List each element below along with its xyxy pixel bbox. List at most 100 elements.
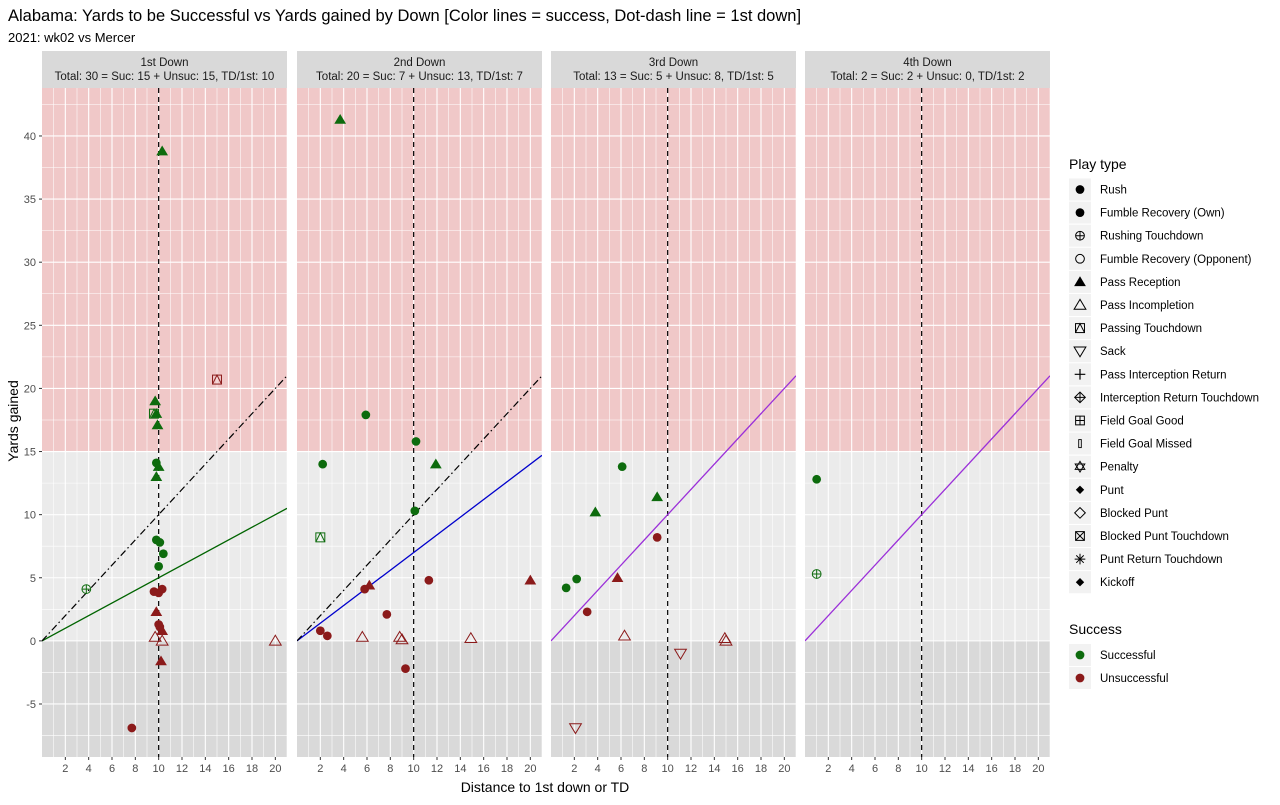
legend-item: Field Goal Good xyxy=(1069,409,1184,432)
legend-item: Penalty xyxy=(1069,455,1139,478)
data-point-shape xyxy=(322,631,332,641)
x-tick-label: 16 xyxy=(986,763,998,775)
x-tick-label: 14 xyxy=(199,763,211,775)
legend-key-icon-cross xyxy=(1074,392,1086,403)
legend-key-icon xyxy=(1073,346,1087,358)
x-tick-label: 20 xyxy=(269,763,281,775)
data-point-shape xyxy=(719,634,733,646)
data-point-shape xyxy=(154,562,164,571)
data-point xyxy=(395,633,409,645)
panel-4: 4th Down Total: 2 = Suc: 2 + Unsuc: 0, TD… xyxy=(805,51,1051,775)
legend-label: Kickoff xyxy=(1100,577,1135,589)
x-tick-label: 12 xyxy=(176,763,188,775)
legend-item: Pass Interception Return xyxy=(1069,363,1227,386)
legend-key-icon xyxy=(1075,578,1085,587)
y-tick-label: 40 xyxy=(24,131,36,143)
data-point-shape xyxy=(673,648,688,661)
legend-success-dot xyxy=(1075,650,1085,660)
legend-key-bg xyxy=(1069,340,1091,363)
data-point xyxy=(334,113,347,124)
legend-key-icon xyxy=(1075,531,1085,541)
data-point-shape xyxy=(150,471,163,481)
big-play-band xyxy=(297,88,542,452)
legend-label: Field Goal Good xyxy=(1100,416,1184,428)
x-tick-label: 16 xyxy=(223,763,235,775)
legend-item: Blocked Punt Touchdown xyxy=(1069,525,1229,547)
data-point-shape xyxy=(148,630,162,642)
legend-key-bg xyxy=(1069,294,1091,316)
data-point xyxy=(464,631,478,644)
legend-key-icon-shape xyxy=(1073,506,1087,519)
data-point xyxy=(151,419,164,430)
x-tick-label: 10 xyxy=(153,763,165,775)
data-point xyxy=(158,549,168,559)
panel-summary: Total: 13 = Suc: 5 + Unsuc: 8, TD/1st: 5 xyxy=(573,71,774,83)
data-point xyxy=(361,410,371,420)
data-point-shape xyxy=(652,532,662,542)
y-tick-label: 35 xyxy=(24,194,36,206)
data-point-shape xyxy=(617,629,632,641)
data-point-shape xyxy=(360,584,370,594)
legend-label: Fumble Recovery (Own) xyxy=(1100,208,1225,220)
x-tick-label: 12 xyxy=(431,763,443,775)
data-point xyxy=(651,491,664,502)
legend-label: Rush xyxy=(1100,185,1127,197)
data-point-inner xyxy=(212,373,222,385)
x-tick-label: 8 xyxy=(132,763,138,775)
legend-success-dot xyxy=(1075,673,1085,683)
legend-label: Sack xyxy=(1100,346,1126,358)
data-point xyxy=(811,569,822,579)
x-tick-label: 4 xyxy=(849,763,855,775)
data-point xyxy=(315,626,325,636)
data-point-shape xyxy=(411,437,421,446)
data-point-shape xyxy=(651,491,664,502)
legend-key-icon-shape xyxy=(1074,276,1086,287)
data-point xyxy=(150,471,163,481)
legend-item: Rushing Touchdown xyxy=(1069,224,1203,247)
legend-key-icon-shape xyxy=(1074,553,1086,565)
data-point xyxy=(812,474,822,484)
legend-key-icon xyxy=(1074,276,1086,287)
success-threshold-line xyxy=(551,375,796,642)
data-point-shape xyxy=(524,574,537,585)
x-tick-label: 14 xyxy=(454,763,466,775)
y-axis-label: Yards gained xyxy=(5,380,21,461)
legend-key-icon xyxy=(1074,460,1086,473)
legend-item: Interception Return Touchdown xyxy=(1069,386,1259,409)
data-point-shape xyxy=(395,633,409,645)
negative-band xyxy=(297,640,542,757)
data-point-shape xyxy=(156,625,169,635)
big-play-band xyxy=(42,88,287,452)
x-tick-label: 8 xyxy=(895,763,901,775)
panel-strip xyxy=(297,51,542,88)
data-point xyxy=(524,574,537,585)
data-point xyxy=(401,664,410,674)
data-point-shape xyxy=(158,549,168,559)
legend-key-icon-shape xyxy=(1075,185,1085,194)
data-point-shape xyxy=(150,606,163,617)
legend-key-icon xyxy=(1073,298,1087,310)
legend-label: Punt Return Touchdown xyxy=(1100,554,1223,566)
x-tick-label: 14 xyxy=(708,763,720,775)
legend-key-icon-shape xyxy=(1075,208,1085,217)
panel-summary: Total: 2 = Suc: 2 + Unsuc: 0, TD/1st: 2 xyxy=(830,71,1024,83)
data-point-shape xyxy=(155,538,165,547)
data-point xyxy=(611,572,624,582)
data-point-shape xyxy=(568,723,583,735)
y-tick-label: 5 xyxy=(30,573,36,585)
y-tick-label: 25 xyxy=(24,320,36,332)
data-point xyxy=(617,462,627,472)
legend-key-icon-inner xyxy=(1075,322,1085,333)
legend-key-icon xyxy=(1073,391,1087,404)
data-point xyxy=(719,634,733,646)
legend-key-bg xyxy=(1069,432,1091,455)
legend-key-icon xyxy=(1075,415,1085,426)
legend-key-icon xyxy=(1075,322,1085,334)
legend-item: Pass Reception xyxy=(1069,270,1181,293)
legend-item: Punt Return Touchdown xyxy=(1069,548,1223,571)
legend-success-title: Success xyxy=(1069,621,1122,637)
legend-key-icon xyxy=(1074,368,1086,380)
data-point xyxy=(568,723,583,735)
panel-strip xyxy=(805,51,1050,88)
